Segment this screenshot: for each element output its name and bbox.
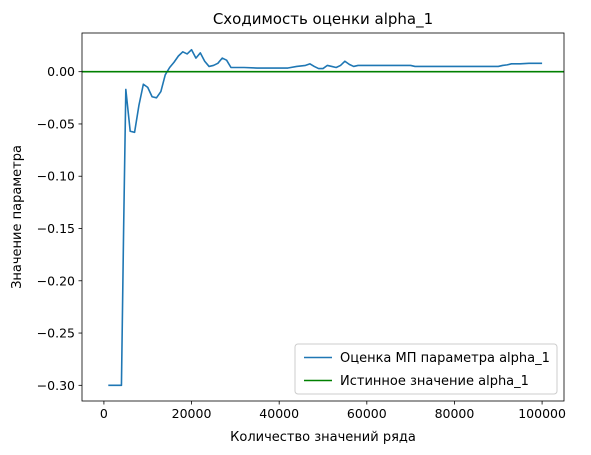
x-tick-label: 0 — [100, 406, 108, 421]
legend-label-true-value: Истинное значение alpha_1 — [340, 374, 529, 389]
legend-box — [294, 343, 558, 395]
y-tick-label: −0.30 — [37, 378, 75, 393]
y-axis-label: Значение параметра — [10, 145, 25, 289]
x-tick-label: 60000 — [347, 406, 387, 421]
x-axis-label: Количество значений ряда — [230, 430, 416, 445]
plot-area — [81, 32, 565, 402]
y-axis-ticks: 0.00 −0.05 −0.10 −0.15 −0.20 −0.25 −0.30 — [37, 64, 82, 393]
x-axis-ticks: 0 20000 40000 60000 80000 100000 — [100, 401, 566, 421]
y-tick-label: −0.25 — [37, 326, 75, 341]
x-tick-label: 80000 — [435, 406, 475, 421]
plot-frame — [81, 32, 565, 402]
x-tick-label: 100000 — [518, 406, 566, 421]
y-tick-label: −0.05 — [37, 116, 75, 131]
legend: Оценка МП параметра alpha_1 Истинное зна… — [294, 343, 558, 395]
y-tick-label: −0.20 — [37, 273, 75, 288]
y-tick-label: −0.10 — [37, 169, 75, 184]
y-tick-label: −0.15 — [37, 221, 75, 236]
series-line-estimate — [108, 48, 543, 387]
chart-title: Сходимость оценки alpha_1 — [213, 10, 433, 29]
y-tick-label: 0.00 — [47, 64, 75, 79]
legend-label-estimate: Оценка МП параметра alpha_1 — [340, 351, 550, 366]
x-tick-label: 40000 — [259, 406, 299, 421]
plot-background — [82, 33, 564, 401]
series-layer — [82, 48, 564, 387]
x-tick-label: 20000 — [172, 406, 212, 421]
